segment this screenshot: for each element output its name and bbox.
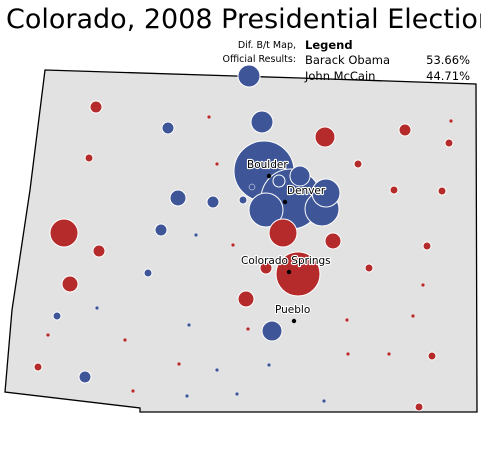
- mccain-county-bubble: [245, 326, 251, 332]
- mccain-county-bubble: [386, 351, 392, 357]
- mccain-county-bubble: [130, 388, 136, 394]
- obama-county-bubble: [154, 223, 168, 237]
- mccain-county-bubble: [344, 317, 350, 323]
- city-label-pueblo: Pueblo: [275, 304, 310, 316]
- legend-candidate-name: John McCain: [305, 68, 376, 83]
- obama-county-bubble: [206, 195, 220, 209]
- mccain-county-bubble: [345, 351, 351, 357]
- obama-county-bubble: [52, 311, 62, 321]
- city-dot: [282, 199, 288, 205]
- obama-county-bubble: [186, 322, 192, 328]
- mccain-county-bubble: [364, 263, 374, 273]
- legend-candidate-name: Barack Obama: [305, 53, 390, 67]
- mccain-county-bubble: [206, 114, 212, 120]
- legend-title: Legend: [305, 38, 353, 52]
- obama-county-bubble: [143, 268, 153, 278]
- mccain-county-bubble: [414, 402, 424, 412]
- city-label-denver: Denver: [287, 185, 326, 197]
- obama-county-bubble: [78, 370, 92, 384]
- obama-county-bubble: [234, 391, 240, 397]
- mccain-county-bubble: [176, 361, 182, 367]
- obama-county-bubble: [248, 192, 284, 228]
- mccain-county-bubble: [61, 275, 79, 293]
- obama-county-bubble: [238, 195, 248, 205]
- mccain-county-bubble: [275, 251, 321, 297]
- obama-county-bubble: [321, 398, 327, 404]
- mccain-county-bubble: [314, 126, 336, 148]
- mccain-county-bubble: [420, 282, 426, 288]
- mccain-county-bubble: [422, 241, 432, 251]
- city-dot: [266, 173, 272, 179]
- mccain-county-bubble: [324, 232, 342, 250]
- mccain-county-bubble: [410, 313, 416, 319]
- obama-county-bubble: [248, 183, 256, 191]
- legend-entry-mccain: John McCain 44.71%: [305, 69, 470, 85]
- legend-entry-obama: Barack Obama 53.66%: [305, 53, 470, 69]
- city-dot: [291, 318, 297, 324]
- mccain-county-bubble: [398, 123, 412, 137]
- mccain-county-bubble: [122, 337, 128, 343]
- mccain-county-bubble: [389, 185, 399, 195]
- state-outline: [4, 69, 478, 413]
- obama-county-bubble: [184, 393, 190, 399]
- obama-county-bubble: [193, 232, 199, 238]
- mccain-county-bubble: [268, 218, 298, 248]
- mccain-county-bubble: [237, 290, 255, 308]
- obama-county-bubble: [289, 165, 311, 187]
- obama-county-bubble: [94, 305, 100, 311]
- map-difference-note: Dif. B/t Map, Official Results:: [222, 40, 296, 65]
- obama-county-bubble: [161, 121, 175, 135]
- page-title: Colorado, 2008 Presidential Election: [6, 4, 481, 35]
- mccain-county-bubble: [448, 118, 454, 124]
- mccain-county-bubble: [92, 244, 106, 258]
- mccain-county-bubble: [353, 159, 363, 169]
- mccain-county-bubble: [89, 100, 103, 114]
- obama-county-bubble: [250, 110, 274, 134]
- legend: Legend Barack Obama 53.66% John McCain 4…: [305, 38, 470, 84]
- legend-candidate-share: 44.71%: [426, 68, 470, 83]
- obama-county-bubble: [311, 178, 341, 208]
- legend-candidate-share: 53.66%: [426, 53, 470, 67]
- obama-county-bubble: [261, 320, 283, 342]
- city-dot: [286, 269, 292, 275]
- difference-marker-bubble: [237, 64, 261, 88]
- mccain-county-bubble: [230, 242, 236, 248]
- mccain-county-bubble: [427, 351, 437, 361]
- mccain-county-bubble: [437, 186, 447, 196]
- obama-county-bubble: [214, 367, 220, 373]
- mccain-county-bubble: [444, 138, 454, 148]
- mccain-county-bubble: [49, 218, 79, 248]
- obama-county-bubble: [169, 189, 187, 207]
- mccain-county-bubble: [214, 161, 220, 167]
- city-label-boulder: Boulder: [247, 159, 288, 171]
- obama-county-bubble: [272, 174, 286, 188]
- mccain-county-bubble: [259, 261, 273, 275]
- obama-county-bubble: [266, 362, 272, 368]
- city-label-colorado-springs: Colorado Springs: [241, 255, 331, 267]
- mccain-county-bubble: [84, 153, 94, 163]
- mccain-county-bubble: [45, 332, 51, 338]
- mccain-county-bubble: [33, 362, 43, 372]
